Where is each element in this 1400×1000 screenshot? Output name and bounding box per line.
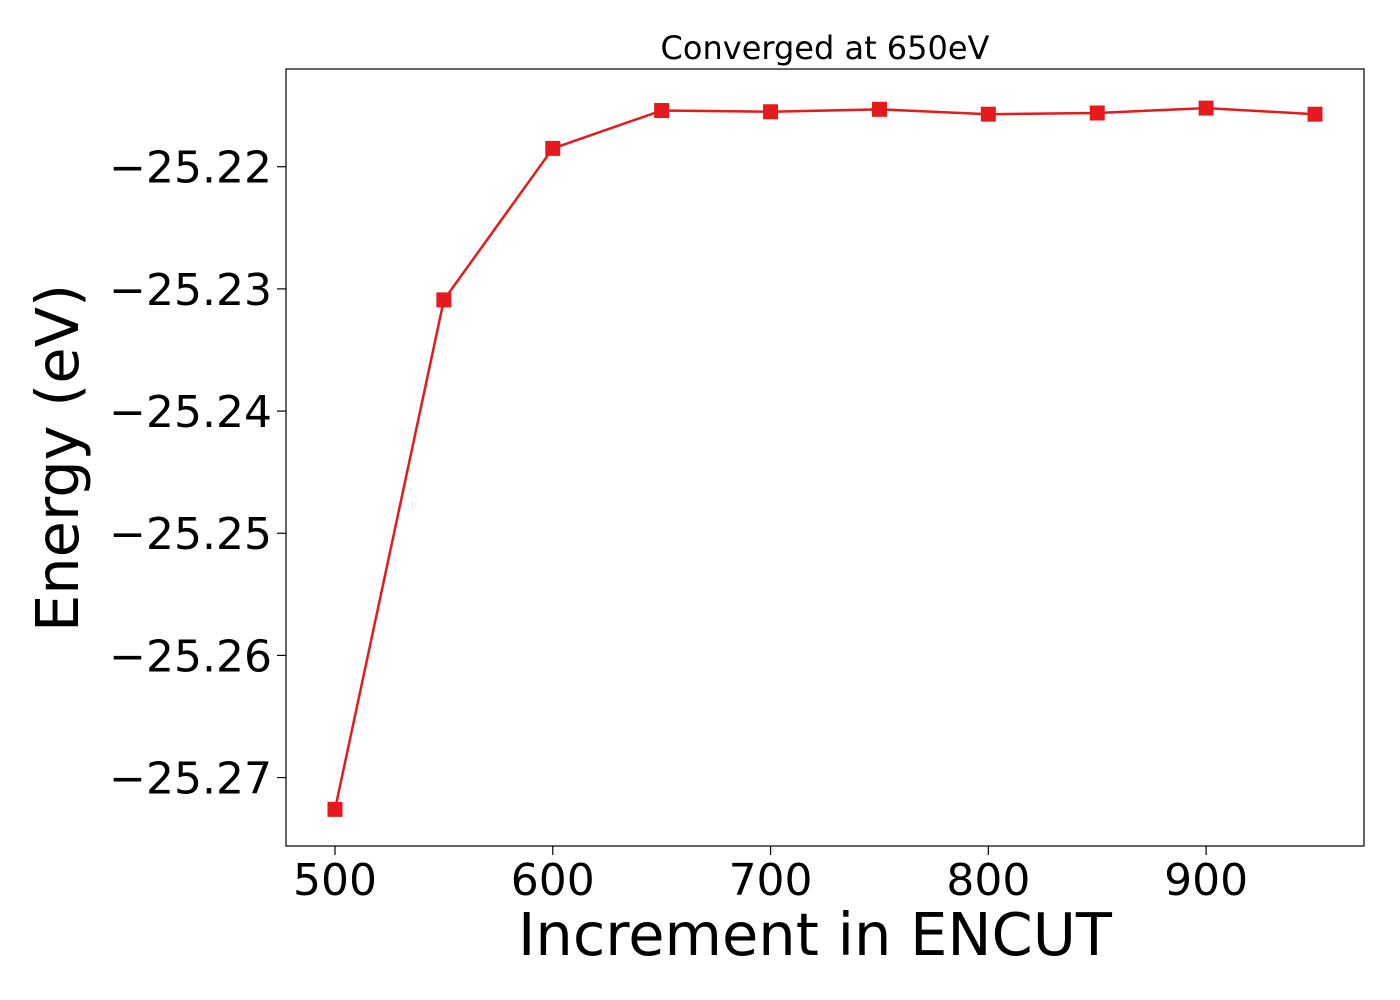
x-axis-ticks: 500 600 700 800 900: [293, 846, 1248, 906]
x-tick-label: 800: [946, 855, 1030, 906]
y-tick-label: −25.27: [109, 754, 272, 805]
data-point: [1089, 105, 1105, 121]
y-axis-label: Energy (eV): [23, 284, 92, 632]
x-tick-label: 700: [729, 855, 813, 906]
x-tick-label: 500: [293, 855, 377, 906]
x-tick-label: 600: [511, 855, 595, 906]
data-point: [1307, 106, 1323, 122]
data-point: [871, 101, 887, 117]
data-point: [1198, 100, 1214, 116]
series-layer: [327, 100, 1323, 817]
y-tick-label: −25.25: [109, 509, 272, 560]
y-tick-label: −25.23: [109, 265, 272, 316]
data-point: [654, 103, 670, 119]
y-tick-label: −25.26: [109, 631, 272, 682]
y-tick-label: −25.22: [109, 143, 272, 194]
x-tick-label: 900: [1164, 855, 1248, 906]
data-point: [436, 292, 452, 308]
chart-title: Converged at 650eV: [661, 29, 990, 67]
data-point: [327, 801, 343, 817]
series-line: [333, 106, 1316, 810]
data-point: [545, 140, 561, 156]
plot-area: [285, 68, 1365, 847]
data-point: [980, 106, 996, 122]
data-point: [763, 104, 779, 120]
x-axis-label: Increment in ENCUT: [518, 900, 1113, 969]
y-tick-label: −25.24: [109, 387, 272, 438]
y-axis-ticks: −25.27 −25.26 −25.25 −25.24 −25.23 −25.22: [109, 143, 286, 805]
